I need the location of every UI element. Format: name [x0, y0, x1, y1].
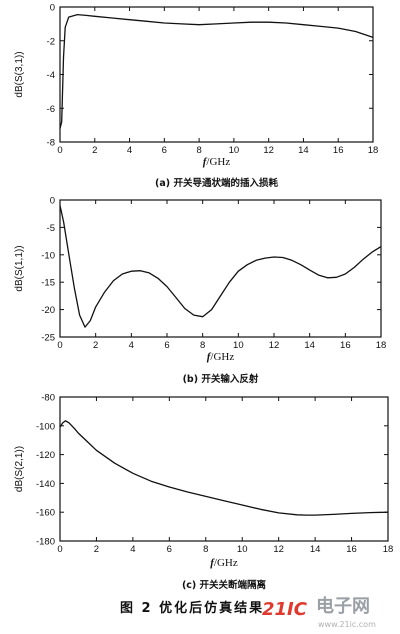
y-tick-label: -180 — [36, 537, 55, 548]
x-tick-label: 12 — [273, 544, 284, 555]
chart-caption: (c) 开关关断端隔离 — [182, 579, 267, 591]
x-tick-label: 16 — [340, 340, 351, 351]
x-tick-label: 4 — [129, 340, 134, 351]
x-tick-label: 12 — [269, 340, 280, 351]
x-tick-label: 10 — [229, 145, 240, 156]
y-tick-label: -80 — [41, 393, 55, 404]
x-tick-label: 14 — [310, 544, 321, 555]
x-tick-label: 2 — [94, 544, 99, 555]
y-axis-label: dB(S(2,1)) — [14, 446, 25, 492]
x-tick-label: 18 — [376, 340, 387, 351]
y-tick-label: -100 — [36, 421, 55, 432]
x-tick-label: 12 — [263, 145, 274, 156]
chart-c: 0 2 4 6 8 10 12 14 16 18 -80 -100 -120 -140 -160 -180 dB… — [14, 393, 393, 592]
x-tick-label: 16 — [346, 544, 357, 555]
x-tick-label: 6 — [164, 340, 169, 351]
watermark-logo: 21IC 电子网 www.21ic.com — [262, 595, 376, 629]
series-line-0 — [59, 420, 389, 516]
x-axis-label: f/GHz — [203, 156, 231, 168]
y-tick-label: -2 — [47, 36, 55, 47]
series-line-0 — [59, 13, 374, 129]
x-axis-label: f/GHz — [210, 557, 238, 569]
y-tick-label: -8 — [47, 138, 55, 149]
x-axis-label: f/GHz — [207, 351, 235, 363]
watermark-brand: 21IC — [262, 599, 308, 620]
x-tick-label: 10 — [233, 340, 244, 351]
chart-caption: (b) 开关输入反射 — [183, 373, 259, 385]
y-tick-label: -4 — [47, 70, 55, 81]
y-tick-label: -6 — [47, 104, 55, 115]
y-tick-label: -10 — [41, 250, 55, 261]
x-tick-label: 4 — [127, 145, 132, 156]
y-tick-label: 0 — [50, 196, 55, 207]
y-tick-label: 0 — [50, 3, 55, 14]
y-tick-label: -25 — [41, 333, 55, 344]
x-tick-label: 14 — [298, 145, 309, 156]
y-tick-label: -120 — [36, 450, 55, 461]
x-tick-label: 8 — [200, 340, 205, 351]
watermark-url: www.21ic.com — [318, 620, 376, 629]
x-tick-label: 2 — [92, 145, 97, 156]
x-tick-label: 0 — [57, 544, 62, 555]
x-tick-label: 4 — [130, 544, 135, 555]
x-tick-label: 18 — [383, 544, 394, 555]
plot-frame — [59, 396, 389, 542]
x-tick-label: 18 — [368, 145, 379, 156]
y-tick-label: -160 — [36, 508, 55, 519]
x-tick-label: 6 — [167, 544, 172, 555]
chart-a: 0 2 4 6 8 10 12 14 16 18 0 -2 -4 -6 -8 dB(S(3,1)) f/GHz (… — [14, 3, 378, 190]
figure-caption: 图 2 优化后仿真结果 — [120, 600, 264, 616]
x-tick-label: 10 — [237, 544, 248, 555]
x-tick-label: 0 — [57, 340, 62, 351]
y-tick-label: -140 — [36, 479, 55, 490]
x-tick-label: 14 — [304, 340, 315, 351]
y-axis-label: dB(S(3,1)) — [14, 51, 25, 97]
chart-caption: (a) 开关导通状端的插入损耗 — [155, 177, 278, 189]
y-tick-label: -15 — [41, 278, 55, 289]
chart-b: 0 2 4 6 8 10 12 14 16 18 0 -5 -10 -15 -20 -25 dB(S(1,1))… — [14, 196, 386, 386]
y-tick-label: -20 — [41, 305, 55, 316]
x-tick-label: 0 — [57, 145, 62, 156]
x-tick-label: 6 — [162, 145, 167, 156]
x-tick-label: 16 — [333, 145, 344, 156]
watermark-cn: 电子网 — [316, 595, 370, 617]
x-tick-label: 8 — [196, 145, 201, 156]
y-tick-label: -5 — [47, 223, 55, 234]
x-tick-label: 2 — [93, 340, 98, 351]
y-axis-label: dB(S(1,1)) — [14, 245, 25, 291]
series-line-0 — [59, 205, 382, 328]
x-tick-label: 8 — [203, 544, 208, 555]
plot-frame — [59, 199, 382, 338]
